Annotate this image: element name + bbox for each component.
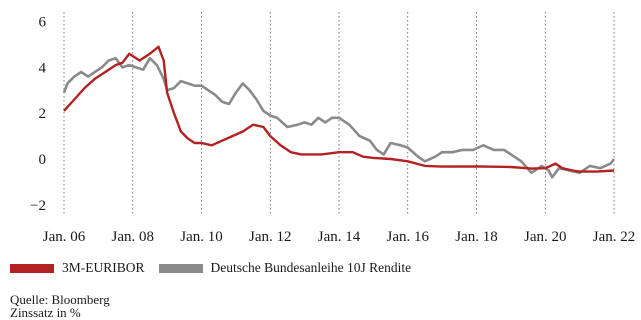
- legend-label-euribor: 3M-EURIBOR: [62, 260, 145, 275]
- grid-lines: [63, 12, 615, 214]
- y-tick-label: 2: [39, 106, 47, 122]
- x-tick-label: Jan. 20: [524, 229, 567, 245]
- x-tick-label: Jan. 14: [318, 229, 361, 245]
- x-tick-label: Jan. 12: [249, 229, 292, 245]
- y-tick-label: 4: [39, 60, 47, 76]
- x-tick-label: Jan. 18: [455, 229, 498, 245]
- x-tick-label: Jan. 22: [593, 229, 636, 245]
- y-tick-label: −2: [30, 198, 46, 214]
- legend: 3M-EURIBOR Deutsche Bundesanleihe 10J Re…: [10, 260, 425, 276]
- legend-swatch-bund: [158, 263, 203, 273]
- x-axis: Jan. 06 Jan. 08 Jan. 10 Jan. 12 Jan. 14 Jan. …: [43, 229, 636, 245]
- series-line-bund: [62, 56, 616, 179]
- legend-item-euribor: 3M-EURIBOR: [10, 260, 145, 276]
- x-tick-label: Jan. 06: [43, 229, 86, 245]
- legend-label-bund: Deutsche Bundesanleihe 10J Rendite: [210, 260, 412, 275]
- x-tick-label: Jan. 10: [180, 229, 223, 245]
- y-tick-label: 0: [39, 152, 47, 168]
- legend-swatch-euribor: [10, 263, 54, 273]
- source-note: Quelle: Bloomberg: [10, 292, 110, 307]
- series-lines: [62, 45, 616, 179]
- legend-item-bund: Deutsche Bundesanleihe 10J Rendite: [158, 260, 412, 276]
- y-axis: −2 0 2 4 6: [30, 15, 46, 214]
- x-tick-label: Jan. 08: [112, 229, 155, 245]
- unit-note: Zinssatz in %: [10, 305, 81, 320]
- y-tick-label: 6: [39, 15, 47, 31]
- series-line-euribor: [63, 45, 615, 173]
- x-tick-label: Jan. 16: [387, 229, 430, 245]
